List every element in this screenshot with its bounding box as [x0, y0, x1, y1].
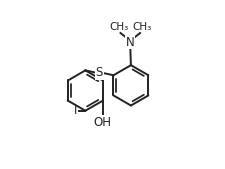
- Text: CH₃: CH₃: [109, 22, 128, 32]
- Text: S: S: [96, 66, 103, 79]
- Text: I: I: [74, 104, 78, 117]
- Text: CH₃: CH₃: [132, 22, 152, 32]
- Text: N: N: [126, 36, 135, 49]
- Text: OH: OH: [94, 116, 112, 129]
